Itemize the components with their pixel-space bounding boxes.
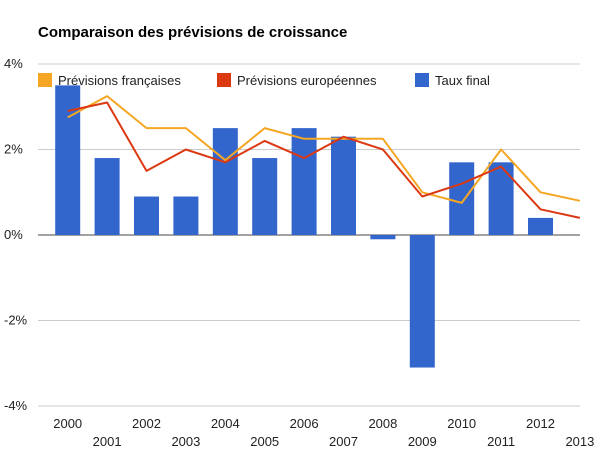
x-tick-label: 2010 <box>447 416 476 431</box>
lines-layer <box>67 95 581 219</box>
x-tick-label: 2001 <box>93 434 122 449</box>
bars-layer <box>55 85 553 368</box>
chart-title: Comparaison des prévisions de croissance <box>38 24 347 41</box>
bar-2008 <box>370 235 396 240</box>
bar-2001 <box>94 158 120 235</box>
legend-swatch <box>38 73 52 87</box>
bar-2005 <box>252 158 278 235</box>
y-tick-label: 0% <box>4 227 23 242</box>
bar-2010 <box>449 162 475 235</box>
x-tick-label: 2008 <box>368 416 397 431</box>
x-tick-label: 2006 <box>290 416 319 431</box>
bar-2002 <box>134 196 159 235</box>
legend-label: Prévisions françaises <box>58 73 181 88</box>
bar-2004 <box>212 128 238 235</box>
legend-swatch <box>415 73 429 87</box>
legend-label: Prévisions européennes <box>237 73 377 88</box>
bar-2007 <box>331 136 356 235</box>
x-tick-label: 2011 <box>487 434 515 449</box>
bar-2000 <box>55 85 81 235</box>
x-tick-label: 2012 <box>526 416 555 431</box>
legend: Prévisions françaises Prévisions européen… <box>38 73 490 88</box>
x-axis: 2000 2001 2002 2003 2004 2005 2006 2007 2008 2009… <box>53 416 594 449</box>
legend-label: Taux final <box>435 73 490 88</box>
bar-2009 <box>409 235 435 368</box>
x-tick-label: 2004 <box>211 416 240 431</box>
bar-2011 <box>488 162 514 235</box>
bar-2003 <box>173 196 199 235</box>
y-tick-label: -2% <box>4 313 28 328</box>
bar-2012 <box>528 217 553 235</box>
series-line-2 <box>67 101 581 219</box>
x-tick-label: 2005 <box>250 434 279 449</box>
x-tick-label: 2007 <box>329 434 358 449</box>
x-tick-label: 2009 <box>408 434 437 449</box>
y-tick-label: 2% <box>4 142 23 157</box>
legend-swatch <box>217 73 231 87</box>
x-tick-label: 2003 <box>171 434 200 449</box>
y-axis: 4% 2% 0% -2% -4% <box>4 56 28 413</box>
bar-2006 <box>291 128 317 235</box>
series-line-1 <box>67 95 581 204</box>
y-tick-label: 4% <box>4 56 23 71</box>
x-tick-label: 2002 <box>132 416 161 431</box>
x-tick-label: 2000 <box>53 416 82 431</box>
y-tick-label: -4% <box>4 398 28 413</box>
x-tick-label: 2013 <box>565 434 594 449</box>
